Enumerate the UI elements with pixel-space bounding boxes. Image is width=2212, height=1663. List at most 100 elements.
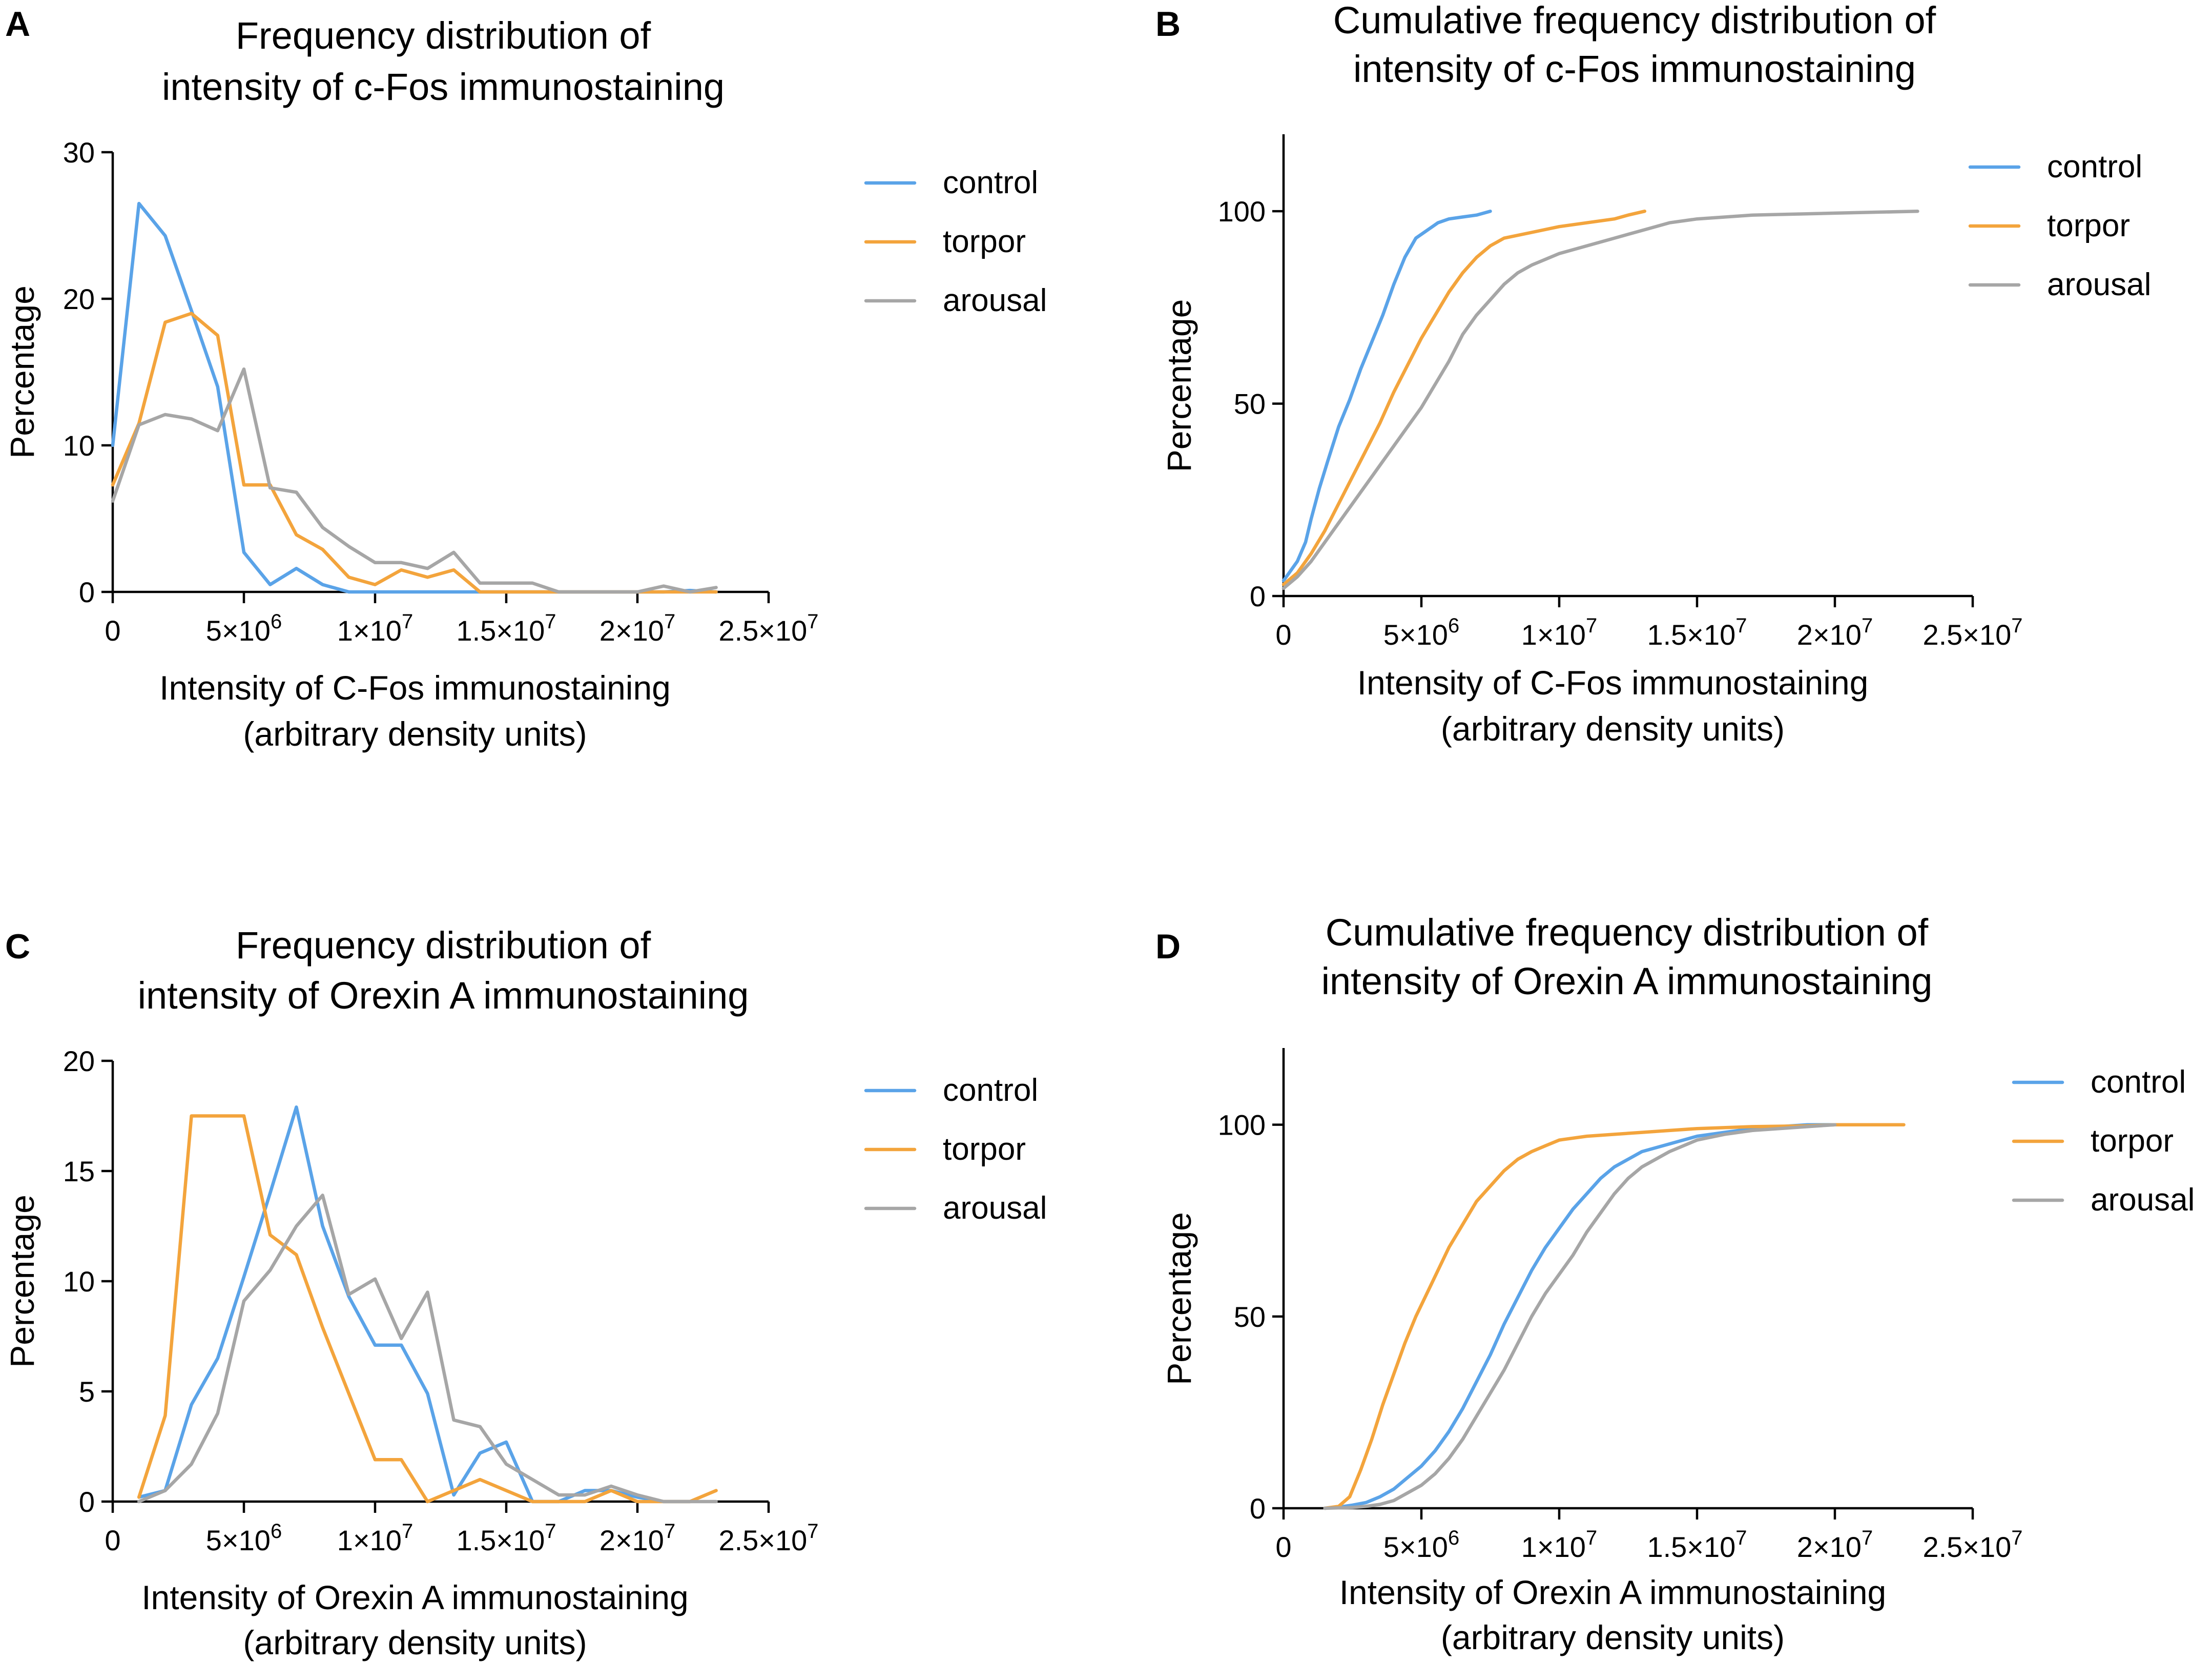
x-tick-label-base: 5×10	[1383, 1531, 1448, 1563]
x-tick-label-base: 1.5×10	[456, 614, 545, 647]
legend-label-control: control	[943, 1073, 1038, 1108]
series-line-torpor	[1281, 209, 1647, 586]
x-tick-label-base: 5×10	[206, 614, 271, 647]
legend-label-control: control	[943, 165, 1038, 200]
y-tick-label: 5	[79, 1375, 95, 1408]
legend-label-arousal: arousal	[2047, 267, 2151, 302]
y-tick-label: 0	[79, 576, 95, 608]
x-tick-label: 5×106	[206, 610, 282, 647]
series-line-arousal	[1323, 1123, 1837, 1510]
x-tick-label-exponent: 7	[402, 610, 413, 633]
x-tick-label-base: 5×10	[1383, 619, 1448, 651]
y-tick-label: 50	[1234, 1301, 1266, 1333]
y-axis-label: Percentage	[1160, 299, 1198, 473]
y-axis-label: Percentage	[3, 285, 41, 459]
legend-label-control: control	[2047, 149, 2142, 184]
x-tick-label: 1.5×107	[456, 1520, 556, 1556]
y-tick-label: 20	[63, 1045, 95, 1077]
chart-title-line-2: intensity of Orexin A immunostaining	[138, 974, 749, 1017]
x-tick-label-exponent: 7	[2011, 614, 2022, 637]
x-tick-label: 1×107	[1521, 1527, 1597, 1563]
x-tick-label: 0	[1275, 1531, 1291, 1563]
x-tick-label-base: 2.5×10	[718, 614, 807, 647]
y-tick-label: 20	[63, 283, 95, 315]
x-axis-label-line-2: (arbitrary density units)	[1441, 710, 1785, 748]
series-line-torpor	[137, 1114, 718, 1504]
x-axis-label-line-2: (arbitrary density units)	[243, 1624, 587, 1661]
legend-label-arousal: arousal	[2091, 1182, 2195, 1218]
x-tick-label: 0	[1275, 619, 1291, 651]
x-tick-label: 2.5×107	[1922, 614, 2022, 651]
x-tick-label: 1.5×107	[1647, 614, 1747, 651]
x-tick-label-exponent: 7	[807, 610, 818, 633]
series-line-arousal	[137, 1194, 718, 1504]
x-tick-label-base: 0	[105, 1524, 120, 1556]
x-tick-label-exponent: 7	[2011, 1527, 2022, 1549]
y-tick-label: 100	[1218, 195, 1266, 228]
chart-title-line-1: Frequency distribution of	[236, 924, 651, 967]
x-tick-label-base: 1×10	[1521, 619, 1586, 651]
series-line-torpor	[1323, 1123, 1906, 1510]
x-tick-label: 1×107	[337, 610, 413, 647]
series-line-control	[1323, 1123, 1837, 1510]
x-tick-label: 2.5×107	[1922, 1527, 2022, 1563]
legend-label-arousal: arousal	[943, 1190, 1047, 1226]
y-tick-label: 10	[63, 1265, 95, 1298]
x-tick-label: 2.5×107	[718, 610, 818, 647]
x-tick-label-exponent: 6	[1448, 1527, 1459, 1549]
x-tick-label-exponent: 7	[1586, 614, 1597, 637]
panel-c: C Frequency distribution of intensity of O…	[3, 924, 1047, 1661]
x-tick-label: 2×107	[1797, 614, 1873, 651]
x-tick-label-base: 2×10	[1797, 619, 1862, 651]
panel-letter: A	[5, 5, 30, 44]
x-tick-label: 5×106	[206, 1520, 282, 1556]
series-line-torpor	[111, 312, 718, 594]
x-tick-label-base: 0	[105, 614, 120, 647]
legend-label-arousal: arousal	[943, 283, 1047, 318]
x-axis-label-line-1: Intensity of Orexin A immunostaining	[1339, 1573, 1887, 1611]
x-tick-label-exponent: 7	[664, 1520, 675, 1543]
x-tick-label-base: 1.5×10	[456, 1524, 545, 1556]
x-tick-label: 5×106	[1383, 614, 1459, 651]
x-tick-label-base: 2×10	[599, 1524, 664, 1556]
x-tick-label-base: 2.5×10	[1922, 619, 2011, 651]
x-tick-label-exponent: 6	[271, 610, 282, 633]
x-axis-label-line-1: Intensity of Orexin A immunostaining	[141, 1578, 689, 1616]
x-tick-label: 1×107	[337, 1520, 413, 1556]
series-line-arousal	[1281, 209, 1919, 590]
panel-b: B Cumulative frequency distribution of int…	[1155, 0, 2151, 748]
x-tick-label-base: 1.5×10	[1647, 619, 1735, 651]
y-tick-label: 30	[63, 136, 95, 169]
x-axis-label-line-2: (arbitrary density units)	[243, 715, 587, 753]
chart-title-line-2: intensity of Orexin A immunostaining	[1321, 960, 1933, 1002]
x-tick-label: 2×107	[1797, 1527, 1873, 1563]
x-tick-label-base: 1×10	[337, 1524, 402, 1556]
y-tick-label: 50	[1234, 388, 1266, 420]
x-tick-label-base: 2.5×10	[718, 1524, 807, 1556]
x-axis-label-line-1: Intensity of C-Fos immunostaining	[1357, 664, 1869, 702]
chart-title-line-1: Cumulative frequency distribution of	[1326, 911, 1929, 954]
x-tick-label-base: 2.5×10	[1922, 1531, 2011, 1563]
x-tick-label-base: 1×10	[1521, 1531, 1586, 1563]
x-tick-label-base: 1×10	[337, 614, 402, 647]
panel-a: A Frequency distribution of intensity of c…	[3, 5, 1047, 753]
x-tick-label-exponent: 7	[1735, 614, 1747, 637]
legend-label-torpor: torpor	[2091, 1123, 2174, 1159]
x-tick-label-exponent: 7	[402, 1520, 413, 1543]
x-tick-label: 0	[105, 1524, 120, 1556]
x-tick-label: 1.5×107	[456, 610, 556, 647]
x-tick-label-exponent: 7	[807, 1520, 818, 1543]
x-tick-label-exponent: 7	[1735, 1527, 1747, 1549]
x-tick-label-exponent: 7	[545, 610, 556, 633]
legend-label-control: control	[2091, 1064, 2186, 1100]
chart-title-line-1: Cumulative frequency distribution of	[1333, 0, 1936, 42]
x-tick-label-exponent: 7	[1862, 614, 1873, 637]
series-line-control	[137, 1105, 692, 1504]
x-tick-label: 1.5×107	[1647, 1527, 1747, 1563]
chart-title-line-2: intensity of c-Fos immunostaining	[162, 66, 725, 108]
x-tick-label-exponent: 6	[1448, 614, 1459, 637]
panel-d: D Cumulative frequency distribution of int…	[1155, 911, 2195, 1656]
x-tick-label-exponent: 7	[1862, 1527, 1873, 1549]
legend-label-torpor: torpor	[943, 1132, 1026, 1167]
